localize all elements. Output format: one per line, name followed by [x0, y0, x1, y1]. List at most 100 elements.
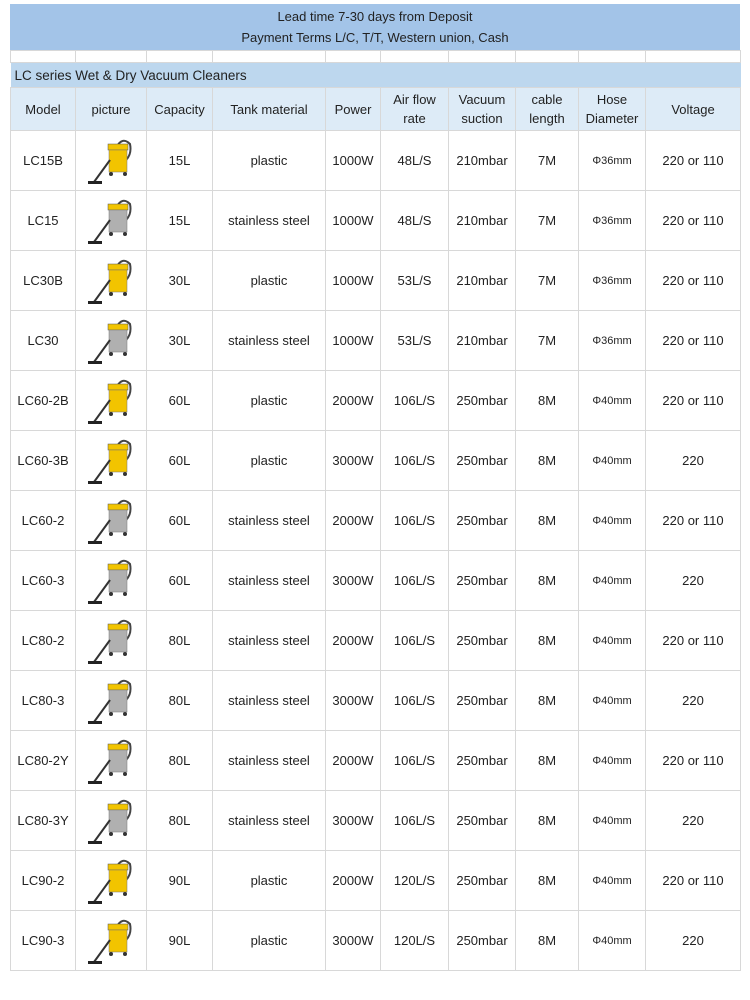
suction-cell: 250mbar	[448, 430, 516, 491]
header-cell: picture	[75, 87, 147, 131]
cable-cell: 8M	[515, 790, 579, 851]
cable-cell: 8M	[515, 610, 579, 671]
vacuum-cleaner-icon	[88, 139, 132, 184]
hose-cell: Φ40mm	[578, 370, 646, 431]
payment-terms-text: Payment Terms L/C, T/T, Western union, C…	[241, 30, 509, 45]
header-cell: cable length	[515, 87, 579, 131]
cable-cell: 8M	[515, 730, 579, 791]
vacuum-picture	[75, 670, 147, 731]
suction-cell: 250mbar	[448, 490, 516, 551]
vacuum-cleaner-icon	[88, 679, 132, 724]
airflow-cell: 106L/S	[380, 790, 449, 851]
vacuum-cleaner-icon	[88, 379, 132, 424]
table-row: LC30B 30L plastic 1000W 53L/S 210mbar 7M Φ36mm 2…	[10, 250, 741, 311]
airflow-cell: 106L/S	[380, 670, 449, 731]
airflow-cell: 48L/S	[380, 130, 449, 191]
vacuum-picture	[75, 310, 147, 371]
power-cell: 2000W	[325, 850, 381, 911]
power-cell: 2000W	[325, 490, 381, 551]
vacuum-picture	[75, 910, 147, 971]
vacuum-picture	[75, 130, 147, 191]
header-cell: Vacuum suction	[448, 87, 516, 131]
voltage-cell: 220 or 110	[645, 130, 741, 191]
cable-cell: 8M	[515, 490, 579, 551]
vacuum-picture	[75, 610, 147, 671]
capacity-cell: 80L	[146, 610, 213, 671]
model-cell: LC60-3B	[10, 430, 76, 491]
capacity-cell: 60L	[146, 430, 213, 491]
capacity-cell: 80L	[146, 790, 213, 851]
tank-cell: plastic	[212, 250, 326, 311]
model-cell: LC60-2	[10, 490, 76, 551]
vacuum-picture	[75, 190, 147, 251]
model-cell: LC80-2Y	[10, 730, 76, 791]
vacuum-picture	[75, 250, 147, 311]
vacuum-picture	[75, 790, 147, 851]
hose-cell: Φ36mm	[578, 190, 646, 251]
model-cell: LC60-2B	[10, 370, 76, 431]
blank-row	[10, 50, 741, 63]
vacuum-cleaner-icon	[88, 259, 132, 304]
suction-cell: 250mbar	[448, 550, 516, 611]
tank-cell: plastic	[212, 430, 326, 491]
table-row: LC80-2 80L stainless steel 2000W 106L/S 250mb…	[10, 610, 741, 671]
airflow-cell: 120L/S	[380, 850, 449, 911]
suction-cell: 210mbar	[448, 310, 516, 371]
table-row: LC80-3Y 80L stainless steel 3000W 106L/S 250m…	[10, 790, 741, 851]
vacuum-picture	[75, 490, 147, 551]
table-row: LC60-3 60L stainless steel 3000W 106L/S 250mb…	[10, 550, 741, 611]
tank-cell: plastic	[212, 370, 326, 431]
vacuum-picture	[75, 370, 147, 431]
capacity-cell: 30L	[146, 250, 213, 311]
cable-cell: 8M	[515, 550, 579, 611]
tank-cell: plastic	[212, 850, 326, 911]
airflow-cell: 48L/S	[380, 190, 449, 251]
capacity-cell: 15L	[146, 190, 213, 251]
suction-cell: 250mbar	[448, 670, 516, 731]
voltage-cell: 220	[645, 430, 741, 491]
voltage-cell: 220	[645, 790, 741, 851]
tank-cell: stainless steel	[212, 730, 326, 791]
suction-cell: 250mbar	[448, 910, 516, 971]
cable-cell: 8M	[515, 850, 579, 911]
model-cell: LC30	[10, 310, 76, 371]
vacuum-cleaner-icon	[88, 619, 132, 664]
capacity-cell: 60L	[146, 370, 213, 431]
tank-cell: stainless steel	[212, 310, 326, 371]
voltage-cell: 220 or 110	[645, 610, 741, 671]
model-cell: LC80-3	[10, 670, 76, 731]
vacuum-cleaner-icon	[88, 799, 132, 844]
capacity-cell: 90L	[146, 910, 213, 971]
model-cell: LC80-2	[10, 610, 76, 671]
tank-cell: stainless steel	[212, 190, 326, 251]
airflow-cell: 106L/S	[380, 550, 449, 611]
airflow-cell: 106L/S	[380, 610, 449, 671]
cable-cell: 7M	[515, 310, 579, 371]
voltage-cell: 220 or 110	[645, 370, 741, 431]
hose-cell: Φ40mm	[578, 490, 646, 551]
suction-cell: 250mbar	[448, 610, 516, 671]
series-title: LC series Wet & Dry Vacuum Cleaners	[10, 62, 741, 88]
vacuum-picture	[75, 730, 147, 791]
header-cell: Model	[10, 87, 76, 131]
voltage-cell: 220	[645, 670, 741, 731]
suction-cell: 210mbar	[448, 130, 516, 191]
model-cell: LC15	[10, 190, 76, 251]
voltage-cell: 220 or 110	[645, 310, 741, 371]
suction-cell: 250mbar	[448, 370, 516, 431]
tank-cell: stainless steel	[212, 670, 326, 731]
table-row: LC60-2 60L stainless steel 2000W 106L/S 250mb…	[10, 490, 741, 551]
airflow-cell: 106L/S	[380, 490, 449, 551]
model-cell: LC60-3	[10, 550, 76, 611]
airflow-cell: 53L/S	[380, 250, 449, 311]
voltage-cell: 220 or 110	[645, 730, 741, 791]
vacuum-picture	[75, 550, 147, 611]
power-cell: 3000W	[325, 430, 381, 491]
tank-cell: stainless steel	[212, 790, 326, 851]
power-cell: 3000W	[325, 910, 381, 971]
vacuum-cleaner-icon	[88, 559, 132, 604]
tank-cell: stainless steel	[212, 550, 326, 611]
hose-cell: Φ40mm	[578, 430, 646, 491]
capacity-cell: 80L	[146, 730, 213, 791]
terms-banner: Lead time 7-30 days from Deposit Payment…	[10, 4, 740, 50]
